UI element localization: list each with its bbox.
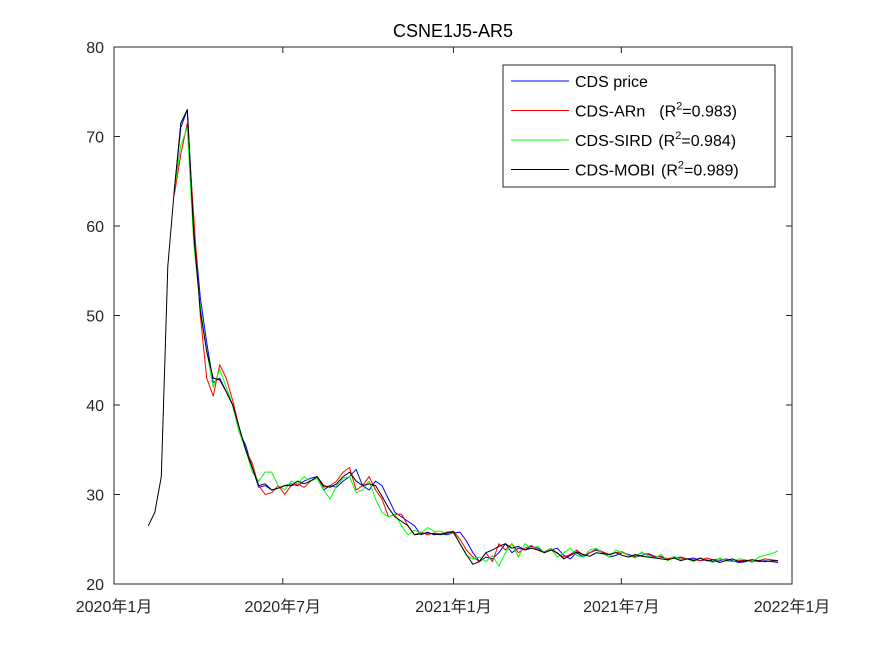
legend-r2: (R — [661, 163, 678, 180]
legend-r2-superscript: 2 — [678, 160, 684, 172]
x-tick-label: 2021年7月 — [583, 598, 660, 616]
legend-r2-value: =0.983) — [682, 104, 737, 121]
legend-label-1: CDS-ARn (R2=0.983) — [575, 101, 737, 121]
legend-r2-value: =0.984) — [681, 133, 736, 150]
y-tick-label: 50 — [86, 309, 104, 326]
series-line-2 — [173, 127, 779, 567]
legend-series-name: CDS price — [575, 74, 648, 91]
legend-label-3: CDS-MOBI (R2=0.989) — [575, 160, 739, 180]
legend-r2: (R — [659, 104, 676, 121]
y-tick-label: 30 — [86, 488, 104, 505]
x-tick-label: 2020年1月 — [76, 598, 153, 616]
chart-title: CSNE1J5-AR5 — [393, 21, 513, 41]
y-tick-label: 40 — [86, 398, 104, 415]
legend-r2-superscript: 2 — [675, 130, 681, 142]
legend-box — [502, 64, 776, 188]
legend-r2-value: =0.989) — [684, 163, 739, 180]
legend-r2: (R — [658, 133, 675, 150]
series-line-3 — [147, 109, 779, 565]
legend-series-name: CDS-ARn — [575, 104, 645, 121]
series-layer — [147, 109, 779, 567]
x-tick-label: 2020年7月 — [245, 598, 322, 616]
axis-ticks: 20 30 40 50 60 70 80 2020年1月 2020年7月 2021年1月 2021年… — [76, 40, 831, 616]
legend-series-name: CDS-SIRD — [575, 133, 652, 150]
legend-label-0: CDS price — [575, 74, 648, 91]
legend-r2-superscript: 2 — [676, 101, 682, 113]
y-tick-label: 60 — [86, 219, 104, 236]
y-tick-label: 20 — [86, 577, 104, 594]
y-tick-label: 70 — [86, 130, 104, 147]
x-tick-label: 2021年1月 — [415, 598, 492, 616]
y-tick-label: 80 — [86, 40, 104, 57]
legend-label-2: CDS-SIRD (R2=0.984) — [575, 130, 736, 150]
legend-series-name: CDS-MOBI — [575, 163, 655, 180]
x-tick-label: 2022年1月 — [754, 598, 831, 616]
